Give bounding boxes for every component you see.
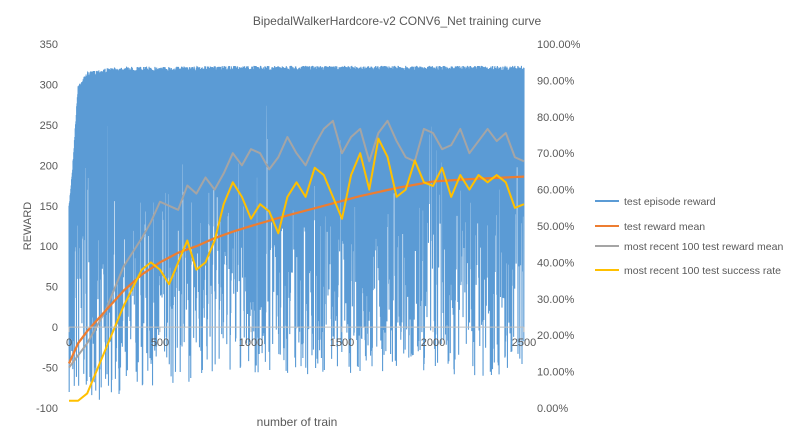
y2-tick-label: 100.00% [537,39,581,51]
x-tick-label: 0 [66,337,72,349]
y2-tick-label: 20.00% [537,330,575,342]
y2-tick-label: 10.00% [537,367,575,379]
left-axis-ticks: -100 -50 0 50 100 150 200 250 300 350 [36,39,58,415]
x-axis-label: number of train [257,415,338,429]
x-tick-label: 1000 [239,337,263,349]
y-tick-label: 350 [40,39,58,51]
y-tick-label: -50 [42,363,58,375]
legend-label: most recent 100 test success rate [624,265,781,277]
legend: test episode reward test reward mean most … [595,196,783,277]
x-tick-label: 2000 [421,337,445,349]
x-tick-label: 1500 [330,337,354,349]
y-tick-label: 300 [40,79,58,91]
y-tick-label: 200 [40,160,58,172]
y-tick-label: 100 [40,241,58,253]
y-axis-label: REWARD [22,202,34,251]
x-tick-label: 2500 [512,337,536,349]
y-tick-label: 50 [46,282,58,294]
series-test-episode-reward [68,65,525,400]
y2-tick-label: 70.00% [537,148,575,160]
y2-tick-label: 30.00% [537,294,575,306]
y2-tick-label: 60.00% [537,185,575,197]
y2-tick-label: 80.00% [537,112,575,124]
x-axis-tick-labels: 0 500 1000 1500 2000 2500 [66,337,536,349]
y2-tick-label: 50.00% [537,221,575,233]
legend-label: test episode reward [624,196,716,208]
plot-area [67,65,525,402]
y2-tick-label: 90.00% [537,75,575,87]
legend-label: most recent 100 test reward mean [624,241,783,253]
y-tick-label: 250 [40,120,58,132]
right-axis-ticks: 0.00% 10.00% 20.00% 30.00% 40.00% 50.00% 60.00… [537,39,581,415]
chart-title: BipedalWalkerHardcore-v2 CONV6_Net train… [253,14,542,28]
y2-tick-label: 0.00% [537,403,568,415]
y-tick-label: -100 [36,403,58,415]
series-recent-100-reward-mean [68,119,525,369]
y2-tick-label: 40.00% [537,257,575,269]
series-recent-100-success-rate [69,137,525,402]
legend-label: test reward mean [624,221,705,233]
x-tick-label: 500 [151,337,169,349]
y-tick-label: 150 [40,201,58,213]
y-tick-label: 0 [52,322,58,334]
x-axis-line-group [68,326,525,333]
